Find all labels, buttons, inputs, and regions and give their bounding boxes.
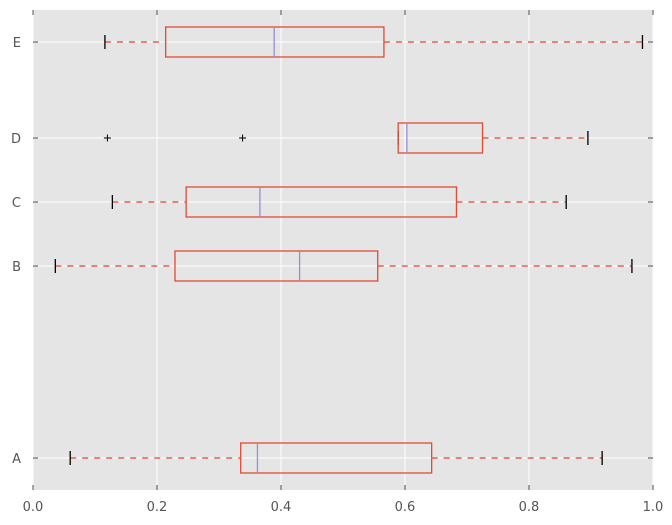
box-iqr [174, 250, 379, 282]
plot-area [33, 10, 653, 490]
grid-lines [32, 10, 654, 490]
box-group-a [69, 442, 603, 474]
y-tick-label: B [12, 260, 21, 275]
box-iqr [185, 186, 458, 218]
y-tick-label: A [12, 452, 21, 467]
y-tick-label: D [11, 132, 21, 147]
x-axis-tick-labels: 0.0 0.2 0.4 0.6 0.8 1.0 [23, 500, 664, 515]
box-group-b [54, 250, 633, 282]
box-iqr [397, 122, 484, 154]
x-tick-label: 0.0 [23, 500, 44, 515]
y-axis-tick-labels: A B C D E [11, 36, 21, 467]
box-group-e [104, 26, 644, 58]
y-tick-label: C [12, 196, 21, 211]
box-iqr [240, 442, 433, 474]
axis-ticks [32, 10, 654, 490]
flier-point [103, 134, 111, 142]
flier-point [239, 134, 247, 142]
x-tick-label: 0.8 [519, 500, 540, 515]
x-tick-label: 0.6 [395, 500, 416, 515]
x-tick-label: 1.0 [643, 500, 664, 515]
y-tick-label: E [13, 36, 21, 51]
box-group-c [111, 186, 567, 218]
boxes [54, 26, 644, 474]
x-tick-label: 0.4 [271, 500, 292, 515]
x-tick-label: 0.2 [147, 500, 168, 515]
box-group-d [103, 122, 589, 154]
